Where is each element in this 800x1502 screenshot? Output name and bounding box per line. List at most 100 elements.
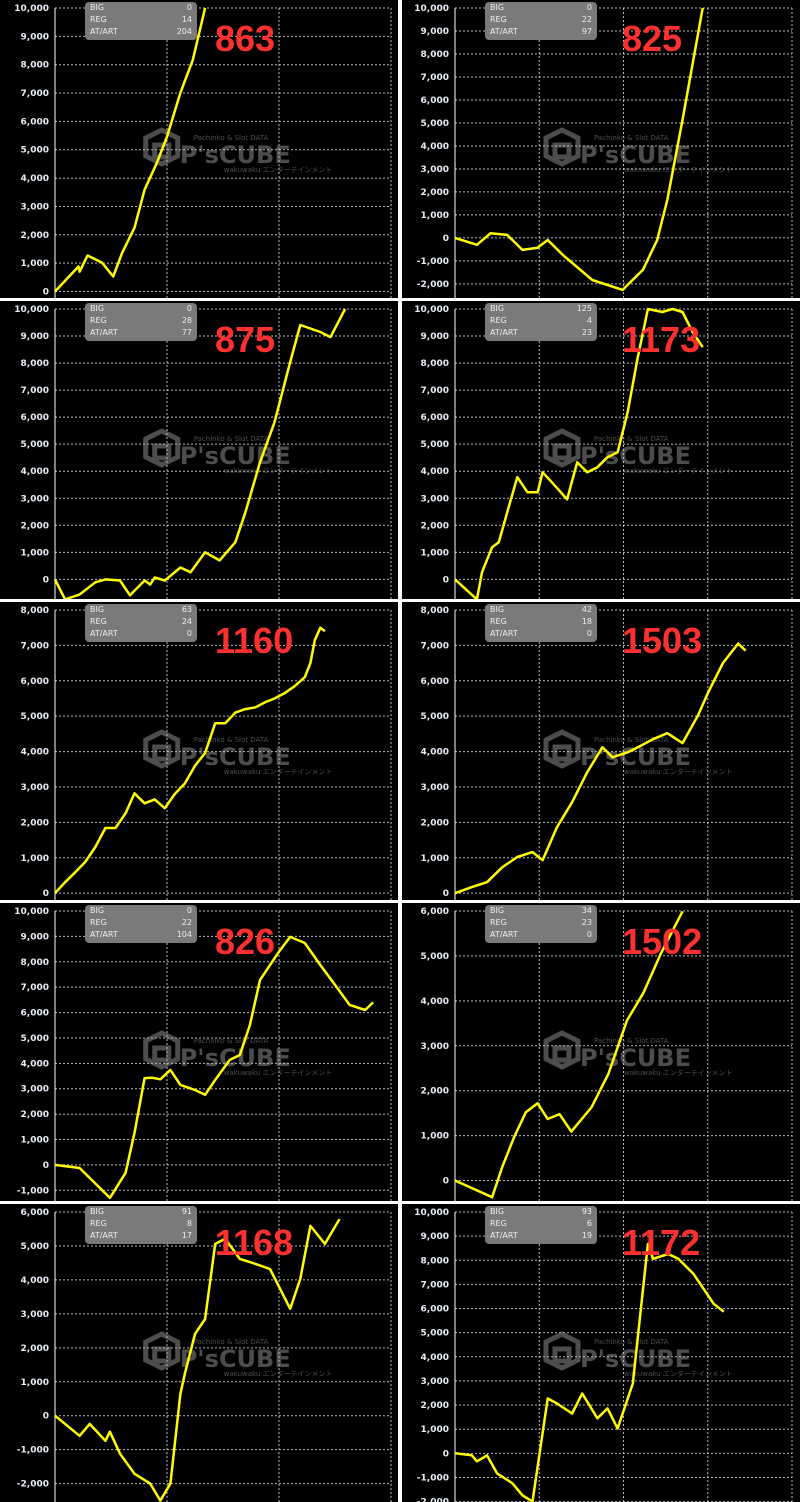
y-tick-label: 0 — [443, 234, 449, 244]
y-tick-label: 6,000 — [21, 413, 49, 423]
y-tick-label: 8,000 — [21, 359, 49, 369]
y-tick-label: -1,000 — [417, 1473, 449, 1483]
y-tick-label: 3,000 — [21, 783, 49, 793]
cube-logo-icon — [146, 1033, 178, 1067]
y-tick-label: 7,000 — [21, 89, 49, 99]
line-chart: -2,000-1,00001,0002,0003,0004,0005,0006,… — [0, 1204, 398, 1502]
y-tick-label: 10,000 — [14, 4, 49, 14]
y-tick-label: 10,000 — [414, 4, 449, 14]
y-tick-label: 4,000 — [421, 1353, 449, 1363]
info-value: 28 — [182, 315, 192, 327]
line-chart: 01,0002,0003,0004,0005,0006,000Pachinko … — [402, 903, 800, 1201]
y-tick-label: 5,000 — [21, 712, 49, 722]
y-tick-label: 9,000 — [21, 932, 49, 942]
y-tick-label: 10,000 — [414, 305, 449, 315]
watermark-logo: P'sCUBE — [180, 442, 291, 470]
info-value: 204 — [177, 26, 192, 38]
info-label: AT/ART — [490, 1230, 518, 1242]
y-tick-label: 9,000 — [21, 332, 49, 342]
machine-number-label: 875 — [215, 319, 275, 361]
y-tick-label: 3,000 — [21, 494, 49, 504]
y-tick-label: 3,000 — [21, 202, 49, 212]
line-chart: -2,000-1,00001,0002,0003,0004,0005,0006,… — [402, 0, 800, 298]
y-tick-label: 1,000 — [421, 1132, 449, 1142]
watermark-logo: P'sCUBE — [580, 442, 691, 470]
y-tick-label: 0 — [43, 287, 49, 297]
info-value: 77 — [182, 327, 192, 339]
info-value: 91 — [182, 1206, 192, 1218]
y-tick-label: 0 — [443, 1449, 449, 1459]
y-tick-label: 3,000 — [421, 783, 449, 793]
y-tick-label: 1,000 — [21, 854, 49, 864]
y-tick-label: -2,000 — [417, 280, 449, 290]
info-label: BIG — [90, 905, 104, 917]
y-tick-label: 8,000 — [421, 50, 449, 60]
y-tick-label: 4,000 — [21, 1059, 49, 1069]
y-tick-label: 7,000 — [21, 386, 49, 396]
info-row-reg: REG 14 — [85, 14, 197, 26]
y-tick-label: 8,000 — [421, 606, 449, 616]
info-label: REG — [90, 1218, 107, 1230]
y-tick-label: 3,000 — [21, 1310, 49, 1320]
info-value: 0 — [187, 2, 192, 14]
y-tick-label: 7,000 — [421, 73, 449, 83]
y-tick-label: 2,000 — [421, 1401, 449, 1411]
y-tick-label: 8,000 — [21, 958, 49, 968]
info-label: BIG — [490, 303, 504, 315]
y-tick-label: 3,000 — [21, 1085, 49, 1095]
y-tick-label: 2,000 — [421, 818, 449, 828]
y-tick-label: -2,000 — [17, 1480, 49, 1490]
cube-logo-icon — [546, 1033, 578, 1067]
y-tick-label: 2,000 — [421, 521, 449, 531]
y-tick-label: 7,000 — [421, 1280, 449, 1290]
info-label: AT/ART — [90, 1230, 118, 1242]
y-tick-label: 6,000 — [21, 117, 49, 127]
cube-logo-icon — [146, 732, 178, 766]
info-value: 24 — [182, 616, 192, 628]
info-label: AT/ART — [90, 929, 118, 941]
y-tick-label: 4,000 — [421, 748, 449, 758]
line-chart: 01,0002,0003,0004,0005,0006,0007,0008,00… — [0, 301, 398, 599]
y-tick-label: 0 — [43, 1412, 49, 1422]
info-value: 22 — [182, 917, 192, 929]
y-tick-label: 1,000 — [421, 854, 449, 864]
y-tick-label: 3,000 — [421, 1377, 449, 1387]
y-tick-label: 0 — [43, 575, 49, 585]
y-tick-label: -1,000 — [417, 257, 449, 267]
info-value: 22 — [582, 14, 592, 26]
info-value: 63 — [182, 604, 192, 616]
info-label: REG — [90, 14, 107, 26]
info-value: 97 — [582, 26, 592, 38]
y-tick-label: 2,000 — [421, 1087, 449, 1097]
y-tick-label: 7,000 — [21, 641, 49, 651]
info-value: 14 — [182, 14, 192, 26]
watermark-logo: P'sCUBE — [180, 743, 291, 771]
y-tick-label: 10,000 — [414, 1208, 449, 1218]
cube-logo-icon — [546, 1334, 578, 1368]
info-label: AT/ART — [90, 628, 118, 640]
line-chart: 01,0002,0003,0004,0005,0006,0007,0008,00… — [402, 602, 800, 900]
cube-logo-icon — [546, 732, 578, 766]
cube-logo-icon — [146, 431, 178, 465]
y-tick-label: 1,000 — [21, 1378, 49, 1388]
info-label: REG — [490, 14, 507, 26]
y-tick-label: 6,000 — [21, 1009, 49, 1019]
y-tick-label: 9,000 — [421, 1232, 449, 1242]
